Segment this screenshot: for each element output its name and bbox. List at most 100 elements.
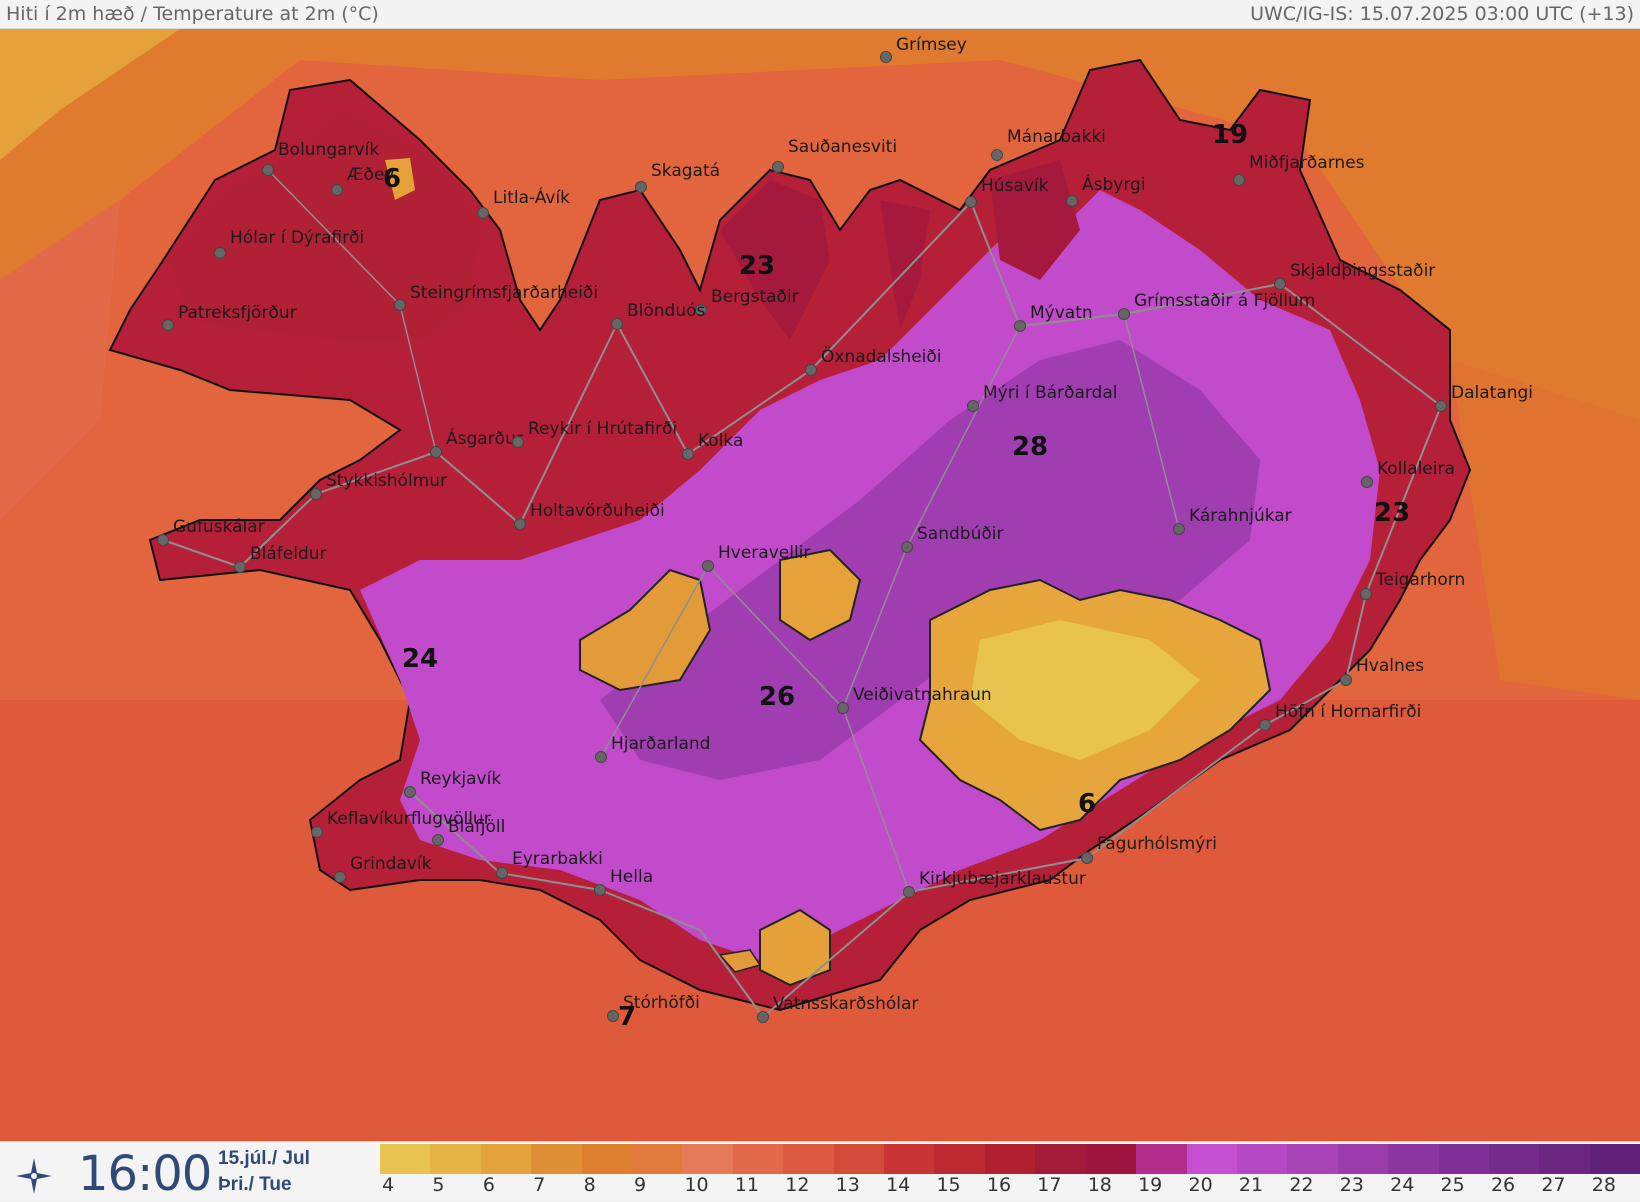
station-label: Hólar í Dýrafirði [230,228,364,248]
scale-swatch [1186,1144,1237,1174]
station-marker[interactable] [607,1010,619,1022]
station-label: Bergstaðir [711,287,799,307]
north-cool-fingers [720,160,1080,340]
station-marker[interactable] [901,541,913,553]
station-marker[interactable] [162,319,174,331]
station-marker[interactable] [772,161,784,173]
north-sea-warm [0,29,1640,420]
station-marker[interactable] [432,834,444,846]
station-label: Keflavíkurflugvöllur [327,809,491,829]
station-marker[interactable] [1118,308,1130,320]
scale-label: 12 [785,1174,810,1196]
station-marker[interactable] [702,560,714,572]
forecast-date: 15.júl./ Jul [218,1148,310,1169]
scale-label: 11 [734,1174,760,1196]
scale-swatch [1488,1144,1540,1174]
station-marker[interactable] [1361,476,1373,488]
station-label: Mýri í Bárðardal [983,383,1117,403]
scale-label: 20 [1188,1174,1213,1196]
interior-hot-core [600,340,1260,780]
station-marker[interactable] [311,826,323,838]
station-marker[interactable] [837,702,849,714]
station-marker[interactable] [1259,719,1271,731]
station-marker[interactable] [965,196,977,208]
forecast-time: 16:00 [78,1146,212,1202]
station-marker[interactable] [611,318,623,330]
station-label: Ásgarður [446,427,523,449]
scale-label: 28 [1591,1174,1616,1196]
station-marker[interactable] [1274,278,1286,290]
scale-swatch [581,1144,633,1174]
station-label: Grindavík [350,854,432,874]
scale-swatch [984,1144,1036,1174]
station-marker[interactable] [1066,195,1078,207]
station-marker[interactable] [967,400,979,412]
station-marker[interactable] [512,436,524,448]
station-label: Húsavík [981,176,1049,196]
station-marker[interactable] [880,51,892,63]
station-marker[interactable] [477,207,489,219]
map-footer: 16:00 15.júl./ Jul Þri./ Tue 4 5 6 7 8 9 10 11 1… [0,1141,1640,1202]
station-marker[interactable] [1014,320,1026,332]
scale-label: 24 [1390,1174,1415,1196]
scale-swatch [783,1144,834,1174]
station-label: Bolungarvík [278,140,379,160]
station-label: Kirkjubæjarklaustur [919,869,1086,889]
station-label: Skagatá [651,161,720,181]
station-marker[interactable] [394,299,406,311]
myrdalsjokull-glacier [759,908,831,987]
station-marker[interactable] [805,364,817,376]
station-marker[interactable] [496,867,508,879]
station-label: Kárahnjúkar [1189,506,1292,526]
forecast-timestamp: UWC/IG-IS: 15.07.2025 03:00 UTC (+13) [1250,3,1634,25]
scale-label: 4 [382,1174,395,1196]
station-marker[interactable] [331,184,343,196]
station-marker[interactable] [262,164,274,176]
station-marker[interactable] [635,181,647,193]
station-marker[interactable] [682,448,694,460]
scale-label: 6 [482,1174,495,1196]
station-marker[interactable] [1081,852,1093,864]
interior-roads [267,169,1180,893]
scale-label: 7 [533,1174,546,1196]
scale-swatch [1589,1144,1640,1174]
scale-swatch [1438,1144,1489,1174]
contour-label: 7 [618,1002,636,1032]
scale-swatch [1085,1144,1137,1174]
scale-label: 26 [1490,1174,1516,1196]
station-marker[interactable] [310,488,322,500]
scale-swatch [1388,1144,1439,1174]
scale-swatch [1337,1144,1389,1174]
wind-compass-icon[interactable] [14,1156,54,1196]
station-marker[interactable] [1435,400,1447,412]
east-sea [1450,360,1640,700]
scale-label: 22 [1289,1174,1314,1196]
temperature-map[interactable]: Grímsey Bolungarvík Æðey Litla-Ávík Skagatá S… [0,29,1640,1141]
station-marker[interactable] [404,786,416,798]
station-label: Gufuskálar [173,517,265,537]
station-marker[interactable] [334,871,346,883]
scale-swatch [430,1144,481,1174]
scale-label: 16 [986,1174,1012,1196]
scale-swatch [380,1144,431,1174]
station-marker[interactable] [1340,674,1352,686]
scale-swatch [531,1144,582,1174]
station-marker[interactable] [903,886,915,898]
station-marker[interactable] [514,518,526,530]
station-marker[interactable] [991,149,1003,161]
station-marker[interactable] [157,534,169,546]
station-marker[interactable] [695,304,707,316]
station-marker[interactable] [595,751,607,763]
station-marker[interactable] [757,1011,769,1023]
station-marker[interactable] [430,446,442,458]
station-label: Kollaleira [1377,459,1455,479]
station-marker[interactable] [214,247,226,259]
contour-label: 23 [739,251,775,281]
station-label: Dalatangi [1451,383,1533,403]
station-marker[interactable] [1233,174,1245,186]
station-label: Eyrarbakki [512,849,603,869]
station-marker[interactable] [234,561,246,573]
station-marker[interactable] [594,884,606,896]
station-marker[interactable] [1173,523,1185,535]
station-marker[interactable] [1360,588,1372,600]
